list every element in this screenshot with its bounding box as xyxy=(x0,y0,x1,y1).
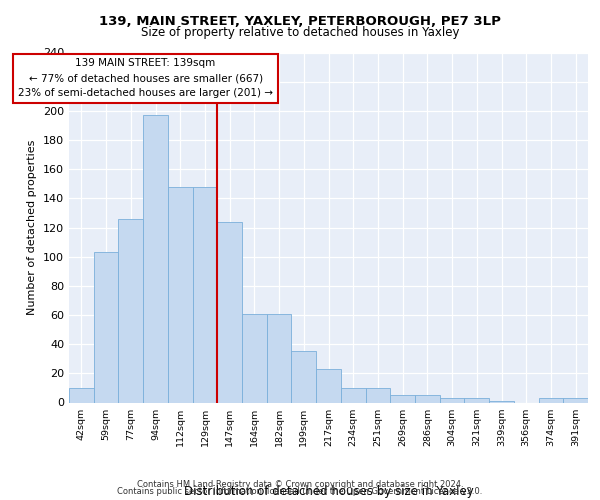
Bar xyxy=(143,115,168,403)
Text: Contains public sector information licensed under the Open Government Licence v3: Contains public sector information licen… xyxy=(118,488,482,496)
Bar xyxy=(489,401,514,402)
Bar xyxy=(390,395,415,402)
Bar xyxy=(464,398,489,402)
Y-axis label: Number of detached properties: Number of detached properties xyxy=(28,140,37,315)
Text: Size of property relative to detached houses in Yaxley: Size of property relative to detached ho… xyxy=(141,26,459,39)
Bar xyxy=(341,388,365,402)
Bar xyxy=(316,369,341,402)
Bar xyxy=(118,219,143,402)
Bar xyxy=(242,314,267,402)
Bar xyxy=(267,314,292,402)
Bar xyxy=(292,352,316,403)
Bar xyxy=(440,398,464,402)
Bar xyxy=(539,398,563,402)
Bar xyxy=(69,388,94,402)
Bar xyxy=(94,252,118,402)
Text: 139 MAIN STREET: 139sqm
← 77% of detached houses are smaller (667)
23% of semi-d: 139 MAIN STREET: 139sqm ← 77% of detache… xyxy=(18,58,273,98)
X-axis label: Distribution of detached houses by size in Yaxley: Distribution of detached houses by size … xyxy=(184,485,473,498)
Bar xyxy=(168,186,193,402)
Bar xyxy=(563,398,588,402)
Bar xyxy=(365,388,390,402)
Text: 139, MAIN STREET, YAXLEY, PETERBOROUGH, PE7 3LP: 139, MAIN STREET, YAXLEY, PETERBOROUGH, … xyxy=(99,15,501,28)
Bar xyxy=(415,395,440,402)
Bar xyxy=(193,186,217,402)
Text: Contains HM Land Registry data © Crown copyright and database right 2024.: Contains HM Land Registry data © Crown c… xyxy=(137,480,463,489)
Bar xyxy=(217,222,242,402)
